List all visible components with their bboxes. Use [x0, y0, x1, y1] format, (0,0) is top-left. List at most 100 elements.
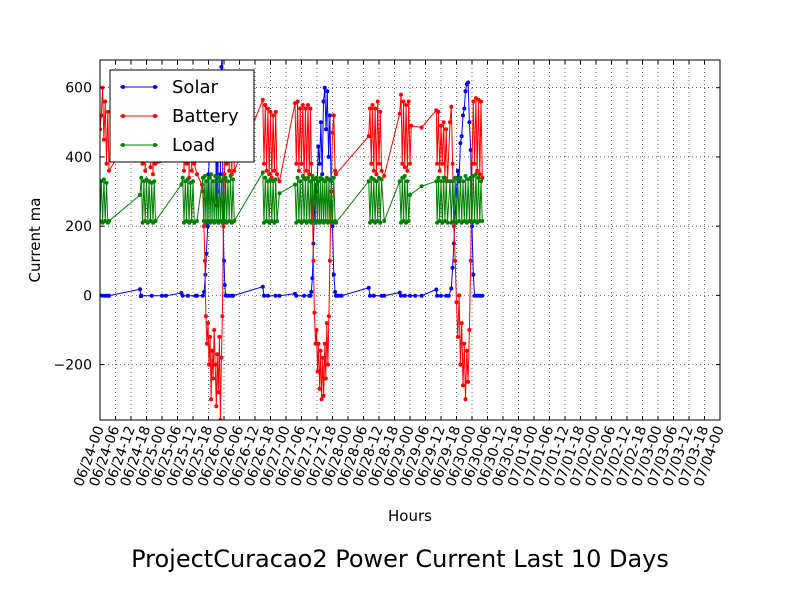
- data-point-battery: [212, 328, 217, 332]
- data-point-solar: [471, 272, 476, 277]
- data-point-battery: [227, 168, 232, 173]
- data-point-solar: [277, 293, 282, 298]
- data-point-battery: [214, 404, 219, 409]
- data-point-battery: [295, 99, 300, 104]
- data-point-battery: [468, 258, 473, 263]
- data-point-battery: [316, 341, 321, 346]
- data-point-load: [209, 172, 214, 177]
- data-point-solar: [318, 120, 323, 125]
- data-point-solar: [204, 251, 209, 256]
- data-point-battery: [313, 341, 318, 346]
- data-point-solar: [180, 293, 185, 298]
- data-point-load: [314, 175, 319, 180]
- data-point-load: [333, 220, 338, 225]
- data-point-load: [215, 179, 220, 184]
- legend: Solar Battery Load: [109, 69, 255, 163]
- data-point-battery: [324, 321, 329, 326]
- data-point-battery: [464, 348, 469, 353]
- data-point-load: [107, 219, 111, 223]
- data-point-solar: [446, 293, 451, 298]
- data-point-solar: [139, 293, 144, 298]
- data-point-battery: [294, 161, 299, 166]
- data-point-battery: [451, 224, 456, 229]
- data-point-battery: [211, 376, 216, 381]
- data-point-battery: [207, 362, 211, 367]
- data-point-battery: [209, 397, 214, 402]
- data-point-load: [441, 175, 446, 180]
- data-point-battery: [461, 383, 465, 388]
- data-point-load: [480, 219, 485, 223]
- data-point-load: [223, 175, 228, 180]
- data-point-battery: [307, 172, 312, 177]
- data-point-solar: [368, 293, 372, 298]
- data-point-load: [458, 175, 463, 180]
- data-point-solar: [149, 293, 154, 298]
- data-point-solar: [466, 80, 471, 85]
- data-point-battery: [366, 134, 371, 139]
- y-tick-label: −200: [54, 358, 92, 374]
- data-point-load: [298, 179, 303, 184]
- data-point-battery: [402, 165, 407, 170]
- data-point-battery: [333, 172, 338, 177]
- data-point-battery: [401, 99, 406, 104]
- data-point-battery: [184, 161, 189, 166]
- data-point-battery: [107, 168, 111, 173]
- legend-marker: [121, 143, 125, 147]
- data-point-battery: [260, 97, 265, 102]
- data-point-battery: [378, 109, 383, 114]
- data-point-battery: [436, 109, 441, 114]
- data-point-battery: [444, 127, 449, 132]
- data-point-solar: [331, 272, 336, 277]
- data-point-load: [310, 174, 315, 178]
- data-point-solar: [399, 293, 403, 298]
- data-point-battery: [320, 355, 325, 360]
- data-point-solar: [321, 99, 326, 104]
- data-point-solar: [455, 168, 460, 173]
- data-point-solar: [434, 287, 439, 292]
- data-point-battery: [479, 99, 483, 104]
- data-point-battery: [319, 397, 324, 402]
- y-tick-label: 600: [65, 81, 92, 97]
- data-point-load: [104, 180, 109, 185]
- data-point-battery: [463, 397, 468, 402]
- data-point-load: [476, 175, 481, 180]
- data-point-load: [180, 175, 185, 180]
- data-point-load: [295, 175, 300, 180]
- data-point-battery: [100, 113, 104, 118]
- ytick-labels: −200 0 200 400 600: [54, 81, 92, 374]
- data-point-load: [211, 179, 216, 184]
- data-point-battery: [377, 161, 381, 166]
- data-point-battery: [375, 99, 380, 104]
- data-point-battery: [265, 106, 270, 111]
- data-point-battery: [271, 113, 276, 118]
- data-point-load: [277, 191, 282, 196]
- data-point-battery: [219, 355, 224, 360]
- data-point-solar: [419, 293, 424, 298]
- legend-marker: [153, 143, 157, 147]
- data-point-battery: [215, 352, 220, 357]
- y-tick-label: 400: [65, 150, 92, 166]
- data-point-battery: [453, 258, 458, 263]
- data-point-load: [152, 179, 157, 184]
- data-point-battery: [217, 334, 222, 339]
- data-point-battery: [298, 106, 303, 111]
- data-point-battery: [201, 224, 206, 229]
- data-point-battery: [382, 174, 387, 178]
- data-point-battery: [440, 161, 445, 166]
- data-point-load: [194, 219, 199, 223]
- data-point-load: [260, 170, 265, 175]
- data-point-solar: [219, 64, 224, 69]
- data-point-solar: [325, 89, 330, 94]
- data-point-solar: [265, 293, 270, 298]
- legend-marker: [153, 114, 157, 118]
- ticks: [99, 60, 721, 420]
- data-point-solar: [408, 293, 412, 298]
- data-point-battery: [222, 172, 227, 177]
- data-point-solar: [220, 51, 224, 55]
- data-point-solar: [470, 224, 474, 229]
- data-point-solar: [382, 293, 387, 298]
- data-point-battery: [224, 161, 229, 166]
- data-point-load: [379, 177, 384, 182]
- data-point-battery: [273, 109, 278, 114]
- data-point-battery: [140, 161, 145, 166]
